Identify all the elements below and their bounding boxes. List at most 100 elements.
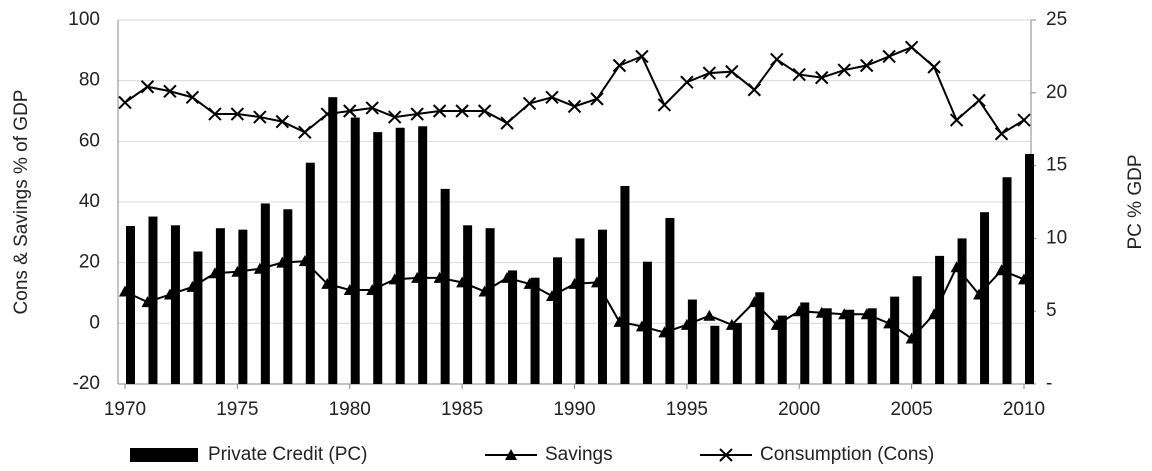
- marker: [972, 93, 986, 108]
- bar: [980, 212, 990, 384]
- bar: [755, 292, 765, 384]
- marker: [523, 277, 536, 289]
- bar: [373, 132, 383, 384]
- marker: [163, 288, 176, 300]
- bar: [170, 225, 180, 384]
- marker: [995, 264, 1008, 276]
- y2-axis-label: PC % GDP: [1125, 154, 1146, 249]
- marker: [815, 306, 828, 318]
- marker: [365, 101, 379, 115]
- bar: [890, 296, 900, 384]
- marker: [657, 98, 672, 112]
- bar: [215, 228, 225, 384]
- marker: [545, 90, 559, 105]
- legend-label: Consumption (Cons): [760, 444, 934, 465]
- bar: [710, 325, 720, 384]
- bar: [642, 261, 652, 384]
- marker: [859, 58, 874, 73]
- y-tick-label: 60: [79, 130, 100, 151]
- marker: [298, 255, 311, 267]
- marker: [253, 110, 267, 124]
- marker: [815, 70, 829, 85]
- bar: [1025, 153, 1034, 384]
- marker: [343, 104, 357, 118]
- marker: [186, 280, 199, 292]
- y2-tick-label: 5: [1046, 300, 1057, 321]
- marker: [883, 317, 896, 329]
- marker: [793, 305, 806, 317]
- bar: [1002, 177, 1012, 384]
- bar: [418, 126, 428, 385]
- marker: [433, 271, 446, 283]
- marker: [343, 283, 356, 295]
- marker: [141, 296, 154, 308]
- marker: [838, 308, 851, 320]
- marker: [658, 326, 671, 338]
- marker: [163, 84, 177, 98]
- series-line: [124, 46, 1025, 136]
- marker: [702, 66, 717, 80]
- marker: [501, 271, 514, 283]
- marker: [366, 283, 379, 295]
- x-tick-label: 1975: [216, 399, 258, 420]
- legend-item: Private Credit (PC): [130, 444, 367, 465]
- y2-tick-label: 25: [1046, 9, 1067, 30]
- marker: [410, 107, 424, 121]
- bar: [283, 209, 293, 384]
- marker: [231, 265, 244, 277]
- marker: [927, 60, 941, 74]
- marker: [613, 315, 626, 327]
- marker: [882, 49, 896, 64]
- bar: [238, 229, 248, 384]
- bar: [126, 226, 135, 384]
- x-tick-label: 1980: [329, 399, 371, 420]
- bar: [530, 277, 540, 384]
- bar: [328, 97, 338, 384]
- bar: [440, 188, 450, 384]
- bar: [912, 276, 922, 384]
- marker: [635, 320, 648, 332]
- marker: [456, 276, 469, 288]
- marker: [747, 83, 762, 97]
- marker: [949, 113, 964, 127]
- marker: [298, 125, 312, 139]
- marker: [477, 104, 492, 118]
- bar: [687, 299, 697, 384]
- x-tick-label: 1985: [441, 399, 483, 420]
- marker: [387, 110, 402, 124]
- bar: [845, 309, 855, 384]
- x-tick-label: 1995: [666, 399, 708, 420]
- y2-tick-label: 15: [1046, 155, 1067, 176]
- marker: [1018, 273, 1030, 285]
- marker: [321, 277, 334, 289]
- marker: [478, 285, 491, 297]
- marker: [275, 114, 290, 129]
- marker: [568, 277, 581, 289]
- bar: [193, 251, 203, 384]
- x-tick-label: 2010: [1003, 399, 1045, 420]
- bar: [260, 203, 270, 384]
- y-tick-label: 40: [79, 191, 100, 212]
- y-tick-label: 20: [79, 252, 100, 273]
- marker: [208, 107, 222, 121]
- bar: [822, 308, 832, 384]
- bar: [867, 308, 877, 384]
- legend-swatch: [130, 448, 198, 462]
- bar: [553, 257, 563, 384]
- marker: [905, 332, 918, 344]
- marker: [185, 90, 200, 105]
- marker: [522, 96, 537, 111]
- legend-label: Savings: [545, 444, 613, 465]
- marker: [770, 52, 784, 67]
- y-tick-label: -20: [73, 373, 100, 394]
- legend-item: Consumption (Cons): [700, 444, 934, 465]
- legend-marker: [719, 448, 733, 462]
- marker: [950, 261, 963, 273]
- bar: [463, 225, 473, 384]
- bar: [350, 117, 360, 384]
- y-tick-label: 80: [79, 70, 100, 91]
- bar: [957, 238, 967, 384]
- marker: [680, 75, 694, 89]
- marker: [748, 296, 761, 308]
